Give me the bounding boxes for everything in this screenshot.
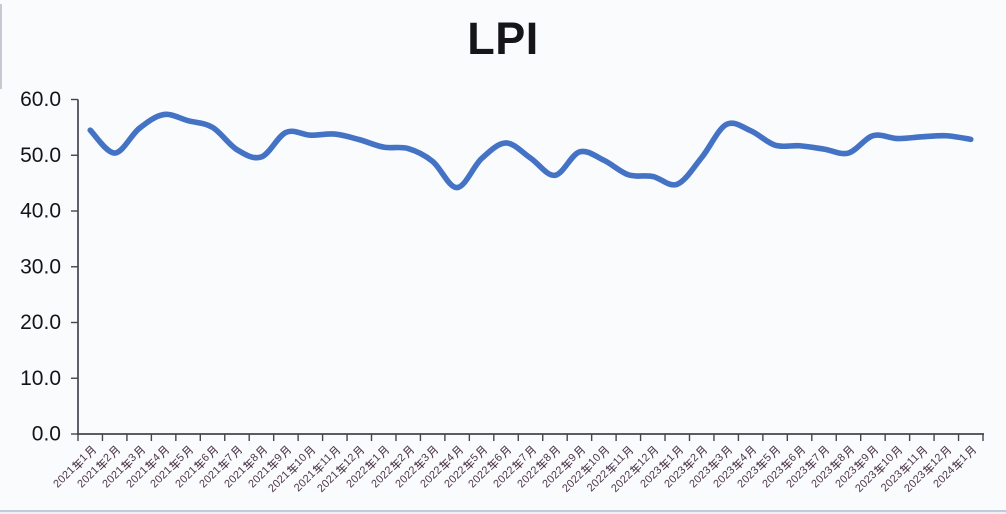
y-axis-label: 30.0 [20, 255, 61, 278]
y-axis-label: 0.0 [32, 423, 61, 446]
bottom-border-line [0, 510, 1006, 512]
y-axis-label: 60.0 [20, 88, 61, 111]
below-border-area [0, 512, 1006, 514]
chart-title: LPI [467, 13, 539, 64]
y-axis-label: 10.0 [20, 367, 61, 390]
left-edge-line [0, 4, 2, 89]
lpi-series-line [87, 111, 974, 191]
y-axis-label: 50.0 [20, 144, 61, 167]
y-axis-label: 40.0 [20, 200, 61, 223]
y-axis-label: 20.0 [20, 311, 61, 334]
